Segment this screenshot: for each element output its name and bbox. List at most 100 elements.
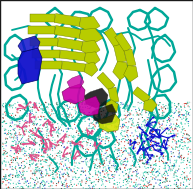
Point	[155, 159, 158, 162]
Point	[28, 112, 31, 115]
Point	[169, 118, 172, 121]
Point	[59, 138, 62, 141]
Point	[158, 160, 161, 163]
Point	[163, 151, 166, 154]
Point	[15, 150, 18, 153]
Point	[128, 105, 131, 108]
Point	[150, 141, 153, 144]
Point	[50, 112, 53, 115]
Point	[60, 129, 63, 132]
Point	[106, 155, 109, 158]
Point	[117, 147, 120, 150]
Polygon shape	[59, 50, 85, 61]
Point	[23, 108, 26, 111]
Point	[55, 185, 58, 188]
Point	[29, 106, 32, 109]
Point	[61, 113, 64, 116]
Point	[156, 185, 159, 188]
Point	[129, 167, 132, 170]
Point	[90, 148, 93, 151]
Point	[45, 172, 48, 175]
Point	[165, 162, 168, 165]
Point	[27, 168, 30, 171]
Point	[132, 163, 135, 166]
Point	[80, 144, 83, 147]
Point	[143, 145, 146, 148]
Point	[135, 134, 138, 137]
Point	[126, 134, 129, 137]
Point	[91, 121, 94, 124]
Point	[56, 176, 59, 179]
Point	[155, 125, 158, 128]
Point	[45, 106, 48, 109]
Point	[37, 136, 40, 139]
Point	[15, 111, 19, 114]
Point	[22, 129, 25, 132]
Point	[171, 140, 174, 143]
Point	[14, 157, 17, 160]
Point	[106, 155, 109, 158]
Point	[103, 102, 106, 105]
Point	[23, 164, 26, 167]
Point	[105, 132, 108, 135]
Point	[104, 187, 107, 189]
Point	[115, 125, 118, 128]
Point	[27, 167, 30, 170]
Point	[65, 158, 68, 161]
Point	[165, 150, 168, 153]
Point	[182, 132, 185, 135]
Point	[134, 166, 137, 169]
Point	[176, 125, 179, 128]
Point	[120, 159, 123, 162]
Point	[63, 172, 66, 175]
Point	[130, 180, 133, 184]
Point	[125, 125, 128, 128]
Point	[187, 122, 190, 125]
Point	[124, 149, 127, 152]
Point	[30, 119, 33, 122]
Point	[105, 114, 108, 117]
Point	[18, 149, 21, 152]
Point	[137, 177, 140, 180]
Point	[40, 166, 43, 169]
Point	[158, 165, 161, 168]
Point	[114, 110, 117, 113]
Point	[137, 179, 140, 182]
Point	[133, 160, 136, 163]
Point	[178, 151, 181, 154]
Point	[177, 124, 180, 127]
Point	[79, 106, 82, 109]
Point	[19, 157, 22, 160]
Point	[70, 119, 74, 122]
Point	[28, 146, 31, 149]
Point	[12, 144, 15, 147]
Point	[81, 154, 84, 157]
Point	[162, 127, 165, 130]
Point	[63, 179, 67, 182]
Point	[106, 143, 109, 146]
Point	[20, 187, 24, 189]
Point	[11, 140, 14, 143]
Point	[115, 126, 118, 129]
Point	[133, 138, 136, 141]
Point	[118, 177, 121, 180]
Point	[98, 161, 102, 164]
Point	[131, 120, 135, 123]
Point	[73, 109, 76, 112]
Point	[21, 114, 24, 117]
Point	[52, 167, 55, 170]
Point	[34, 102, 37, 105]
Point	[94, 103, 97, 106]
Point	[144, 129, 147, 132]
Point	[134, 169, 137, 172]
Point	[188, 161, 191, 164]
Point	[27, 130, 30, 133]
Point	[41, 180, 44, 184]
Point	[88, 111, 91, 114]
Point	[74, 175, 77, 178]
Point	[165, 162, 168, 165]
Point	[80, 108, 83, 111]
Point	[70, 114, 73, 117]
Point	[31, 141, 34, 144]
Point	[42, 175, 45, 178]
